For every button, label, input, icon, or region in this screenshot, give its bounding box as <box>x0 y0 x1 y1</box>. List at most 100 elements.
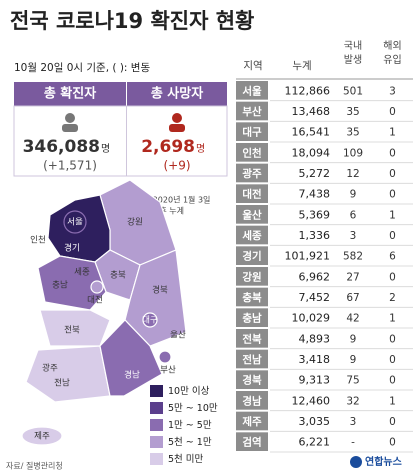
cell: 2 <box>389 292 396 304</box>
legend-swatch <box>150 385 163 397</box>
confirmed-value: 346,088 <box>23 137 100 157</box>
row-label-cell <box>236 184 268 203</box>
title: 전국 코로나19 확진자 현황 <box>10 9 254 33</box>
cell: 67 <box>346 292 359 304</box>
cell: 4,893 <box>299 332 331 345</box>
row-label: 전북 <box>242 332 262 345</box>
cell: 0 <box>389 189 396 201</box>
row-label: 울산 <box>242 208 262 221</box>
map-label: 세종 <box>74 268 90 278</box>
cell: 0 <box>389 271 396 283</box>
cell: 42 <box>346 313 359 325</box>
legend-label: 5천 ~ 1만 <box>168 437 212 448</box>
legend-label: 5천 미만 <box>168 454 204 465</box>
cell: 27 <box>346 271 359 283</box>
cell: 9 <box>350 189 357 201</box>
map-label: 인천 <box>30 235 46 246</box>
cell: 5,272 <box>299 167 331 180</box>
subtitle: 10월 20일 0시 기준, ( ): 변동 <box>14 61 150 74</box>
legend-label: 5만 ~ 10만 <box>168 403 218 414</box>
legend-swatch <box>150 419 163 431</box>
map-label: 서울 <box>67 218 83 228</box>
cell: 501 <box>343 85 363 97</box>
cell: 3 <box>350 230 357 242</box>
region-daegu <box>142 312 158 328</box>
legend-swatch <box>150 436 163 448</box>
cell: 9 <box>350 354 357 366</box>
cell: 0 <box>389 354 396 366</box>
map-label: 경북 <box>152 285 168 296</box>
cell: 1 <box>389 209 396 221</box>
deaths-header <box>127 82 227 106</box>
cell: 12,460 <box>292 394 331 407</box>
region-seoul <box>63 210 87 234</box>
row-label-cell <box>236 246 268 265</box>
row-label: 경남 <box>242 394 262 407</box>
row-label: 세종 <box>242 229 262 242</box>
row-label-cell <box>236 411 268 431</box>
note: 이후 누계 <box>152 206 184 216</box>
row-label: 광주 <box>242 168 262 180</box>
legend-label: 1만 ~ 5만 <box>168 420 212 431</box>
cell: 18,094 <box>292 146 331 159</box>
row-label: 강원 <box>242 270 261 283</box>
cell: 35 <box>346 127 359 139</box>
cell: 6,221 <box>299 436 331 449</box>
map <box>21 179 187 446</box>
row-label-cell <box>236 308 268 327</box>
legend-swatch <box>150 453 163 465</box>
row-label-cell <box>236 267 268 286</box>
row-label: 경북 <box>242 374 262 387</box>
confirmed-header <box>14 82 126 106</box>
row-label-cell <box>236 370 268 389</box>
row-label-cell <box>236 122 268 141</box>
cell: 3,035 <box>299 415 331 428</box>
table-header: 국내 발생 <box>344 40 362 66</box>
legend-swatch <box>150 402 163 414</box>
row-label: 서울 <box>242 84 262 97</box>
cell: 3,418 <box>299 353 331 366</box>
cell: 13,468 <box>292 105 331 118</box>
legend: 10만 이상 5만 ~ 10만 1만 ~ 5만 5천 ~ 1만 5천 미만 <box>150 385 218 465</box>
deaths-unit: 명 <box>196 143 205 155</box>
cell: 0 <box>389 416 396 428</box>
cell: 101,921 <box>285 250 331 263</box>
region-busan <box>158 350 172 364</box>
logo: 연합뉴스 <box>365 455 402 468</box>
cell: 7,438 <box>299 188 331 201</box>
map-label: 충북 <box>110 271 126 281</box>
cell: 0 <box>389 437 396 449</box>
row-label: 충북 <box>242 291 262 304</box>
row-label-cell <box>236 225 268 245</box>
map-label: 전북 <box>64 325 80 336</box>
map-label: 대구 <box>142 316 158 326</box>
confirmed-label: 총 확진자 <box>44 86 96 102</box>
cell: 9 <box>350 333 357 345</box>
cell: - <box>351 437 355 449</box>
cell: 35 <box>346 106 359 118</box>
row-label: 경기 <box>242 250 261 263</box>
row-label-cell <box>236 81 268 100</box>
row-label: 대전 <box>242 188 261 201</box>
table-header: 해외 유입 <box>383 39 401 66</box>
cell: 0 <box>389 106 396 118</box>
map-label: 광주 <box>42 363 58 374</box>
confirmed-unit: 명 <box>101 143 110 155</box>
cell: 3 <box>389 85 396 97</box>
cell: 16,541 <box>292 126 331 139</box>
cell: 9,313 <box>299 374 331 387</box>
row-label-cell <box>236 391 268 410</box>
cell: 7,452 <box>299 291 331 304</box>
region-chungnam <box>37 255 107 311</box>
row-label: 전남 <box>242 353 262 366</box>
row-label: 부산 <box>242 105 262 118</box>
cell: 75 <box>346 375 359 387</box>
deaths-change: (+9) <box>163 159 190 173</box>
cell: 5,369 <box>299 208 331 221</box>
deaths-label: 총 사망자 <box>151 86 203 102</box>
cell: 109 <box>343 147 363 159</box>
cell: 12 <box>346 168 359 180</box>
cell: 582 <box>343 251 363 263</box>
